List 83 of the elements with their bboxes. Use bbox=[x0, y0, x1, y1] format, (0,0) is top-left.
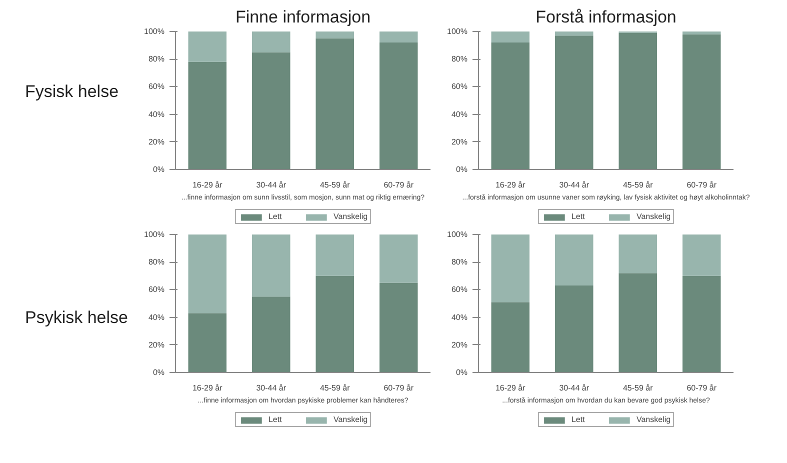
bar bbox=[491, 302, 530, 372]
bar bbox=[252, 296, 290, 372]
legend-label: Vanskelig bbox=[636, 415, 671, 424]
x-tick-label: 45-59 år bbox=[622, 384, 654, 392]
bar bbox=[188, 313, 226, 372]
bar bbox=[682, 34, 721, 170]
y-tick-label: 20% bbox=[148, 137, 165, 146]
bar bbox=[380, 234, 418, 283]
y-axis-title: Psykisk helse bbox=[25, 307, 128, 329]
bar bbox=[252, 52, 290, 170]
x-tick-label: 16-29 år bbox=[192, 384, 223, 392]
y-tick-label: 100% bbox=[447, 27, 468, 36]
x-tick-label: 30-44 år bbox=[256, 384, 286, 392]
bar bbox=[491, 32, 530, 43]
bar bbox=[380, 42, 418, 170]
bar bbox=[380, 32, 418, 43]
legend-label: Vanskelig bbox=[636, 212, 671, 221]
x-tick-label: 60-79 år bbox=[686, 180, 717, 190]
bar bbox=[380, 282, 418, 372]
bar bbox=[252, 32, 290, 52]
bar bbox=[555, 36, 594, 170]
x-tick-label: 45-59 år bbox=[320, 180, 350, 190]
y-tick-label: 0% bbox=[456, 165, 468, 174]
x-tick-label: 30-44 år bbox=[256, 180, 286, 190]
bar bbox=[316, 32, 354, 38]
y-tick-label: 80% bbox=[451, 54, 468, 64]
bar bbox=[682, 32, 721, 34]
bar bbox=[188, 234, 226, 314]
y-tick-label: 0% bbox=[456, 368, 468, 377]
bar bbox=[618, 234, 657, 274]
legend-label: Vanskelig bbox=[333, 212, 368, 221]
y-tick-label: 80% bbox=[148, 258, 165, 267]
y-tick-label: 40% bbox=[451, 110, 468, 119]
legend-label: Lett bbox=[268, 415, 283, 424]
y-tick-label: 100% bbox=[144, 27, 165, 36]
x-tick-label: 30-44 år bbox=[559, 384, 590, 392]
y-tick-label: 20% bbox=[451, 137, 468, 146]
y-tick-label: 60% bbox=[148, 285, 165, 294]
x-tick-label: 16-29 år bbox=[192, 180, 223, 190]
legend-label: Vanskelig bbox=[333, 415, 368, 424]
chart-title: Finne informasjon bbox=[235, 8, 371, 26]
bar bbox=[188, 32, 226, 62]
y-tick-label: 60% bbox=[451, 285, 468, 294]
y-tick-label: 80% bbox=[451, 258, 468, 267]
x-tick-label: 60-79 år bbox=[384, 180, 414, 190]
x-tick-label: 45-59 år bbox=[320, 384, 350, 392]
y-tick-label: 60% bbox=[451, 82, 468, 92]
y-tick-label: 80% bbox=[148, 54, 165, 64]
bar bbox=[316, 234, 354, 276]
bar bbox=[618, 32, 657, 170]
y-tick-label: 0% bbox=[152, 165, 164, 174]
bar bbox=[555, 32, 594, 36]
bar bbox=[682, 276, 721, 372]
bar bbox=[491, 234, 530, 302]
y-axis-title: Fysisk helse bbox=[25, 81, 119, 103]
chart-title: Forstå informasjon bbox=[536, 8, 676, 26]
bar bbox=[316, 276, 354, 372]
legend-label: Lett bbox=[571, 212, 586, 221]
bar bbox=[618, 273, 657, 372]
x-tick-label: 16-29 år bbox=[495, 384, 526, 392]
y-tick-label: 60% bbox=[148, 82, 165, 92]
bar bbox=[682, 234, 721, 276]
y-tick-label: 40% bbox=[148, 312, 165, 322]
bar bbox=[491, 42, 530, 170]
bar bbox=[555, 234, 594, 286]
bar bbox=[555, 286, 594, 372]
bar bbox=[316, 38, 354, 170]
x-tick-label: 16-29 år bbox=[495, 180, 526, 190]
y-tick-label: 0% bbox=[152, 368, 164, 377]
y-tick-label: 20% bbox=[148, 340, 165, 350]
x-tick-label: 60-79 år bbox=[384, 384, 414, 392]
legend-label: Lett bbox=[268, 212, 283, 221]
bar bbox=[188, 62, 226, 170]
y-tick-label: 100% bbox=[447, 230, 468, 239]
x-tick-label: 45-59 år bbox=[622, 180, 654, 190]
x-tick-label: 60-79 år bbox=[686, 384, 717, 392]
y-tick-label: 20% bbox=[451, 340, 468, 350]
bar bbox=[252, 234, 290, 297]
legend-label: Lett bbox=[571, 415, 586, 424]
x-tick-label: 30-44 år bbox=[559, 180, 590, 190]
y-tick-label: 40% bbox=[451, 312, 468, 322]
y-tick-label: 100% bbox=[144, 230, 165, 239]
y-tick-label: 40% bbox=[148, 110, 165, 119]
